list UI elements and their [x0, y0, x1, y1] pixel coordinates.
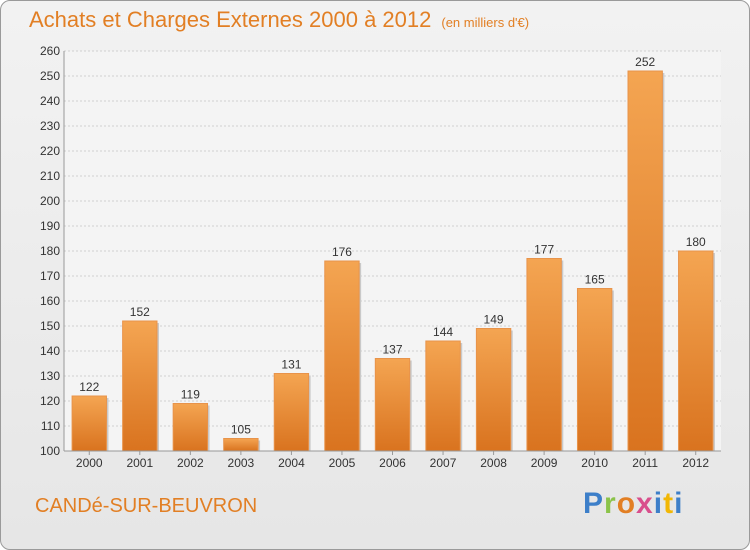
x-tick-label: 2002: [177, 456, 204, 470]
bar: [678, 250, 714, 452]
bar: [374, 358, 411, 452]
y-tick-label: 140: [40, 344, 60, 358]
bar: [576, 288, 613, 452]
bar-value-label: 180: [686, 235, 706, 249]
x-tick-label: 2004: [278, 456, 305, 470]
y-tick-label: 120: [40, 394, 60, 408]
bar: [273, 373, 310, 452]
bar-value-label: 131: [281, 358, 301, 372]
bars: 122 152 119 105 131 176 137 144 149 177 165 252 180: [71, 55, 715, 452]
x-tick-label: 2001: [126, 456, 153, 470]
y-tick-label: 170: [40, 269, 60, 283]
x-tick-label: 2010: [581, 456, 608, 470]
x-tick-label: 2000: [76, 456, 103, 470]
bar-value-label: 144: [433, 325, 453, 339]
y-tick-label: 100: [40, 444, 60, 458]
x-tick-label: 2009: [531, 456, 558, 470]
y-tick-label: 110: [41, 419, 60, 433]
y-tick-label: 210: [40, 169, 60, 183]
x-tick-label: 2011: [632, 456, 658, 470]
bar: [71, 395, 107, 452]
bar-value-label: 122: [79, 380, 99, 394]
bar-value-label: 137: [382, 343, 402, 357]
x-tick-label: 2005: [329, 456, 356, 470]
bar: [526, 258, 562, 452]
y-tick-label: 230: [40, 119, 60, 133]
y-tick-label: 180: [40, 244, 60, 258]
bar-value-label: 177: [534, 243, 554, 257]
y-tick-label: 240: [40, 94, 60, 108]
x-tick-label: 2012: [682, 456, 709, 470]
axes: 100 110 120 130 140 150 160 170 180 190 200 210 220 2…: [40, 44, 721, 470]
bar-value-label: 105: [231, 423, 251, 437]
y-tick-label: 160: [40, 294, 60, 308]
x-tick-label: 2006: [379, 456, 406, 470]
bar: [223, 438, 259, 452]
y-tick-label: 220: [40, 144, 60, 158]
y-tick-label: 130: [40, 369, 60, 383]
bar: [475, 328, 512, 452]
x-tick-label: 2003: [228, 456, 255, 470]
bar: [627, 70, 663, 452]
bar: [324, 260, 360, 452]
commune-name: CANDé-SUR-BEUVRON: [35, 495, 258, 517]
chart-title: Achats et Charges Externes 2000 à 2012 (e…: [29, 7, 529, 33]
bar-value-label: 176: [332, 245, 352, 259]
y-tick-label: 250: [40, 69, 60, 83]
bar: [172, 403, 209, 452]
bar-value-label: 165: [585, 273, 605, 287]
bar-value-label: 149: [484, 313, 504, 327]
bar-value-label: 152: [130, 305, 150, 319]
x-tick-label: 2007: [430, 456, 457, 470]
bar-value-label: 252: [635, 55, 655, 69]
bar: [425, 340, 461, 452]
x-tick-label: 2008: [480, 456, 507, 470]
title-text: Achats et Charges Externes 2000 à 2012: [29, 7, 432, 32]
title-unit: (en milliers d'€): [441, 15, 530, 30]
bar: [122, 320, 158, 452]
y-tick-label: 200: [40, 194, 60, 208]
y-tick-label: 190: [40, 219, 60, 233]
y-tick-label: 150: [40, 319, 60, 333]
y-tick-label: 260: [40, 44, 60, 58]
proxiti-logo: Proxiti: [583, 487, 684, 520]
bar-value-label: 119: [181, 388, 200, 402]
bar-chart: 122152119105131176137144149177165252180 …: [40, 44, 721, 470]
